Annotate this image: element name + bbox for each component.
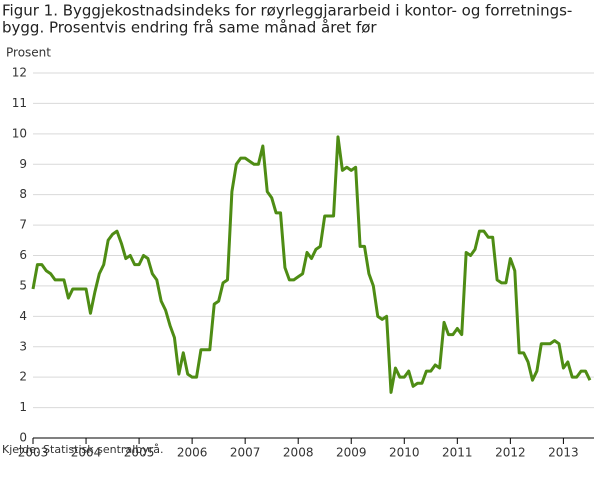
- y-tick-label: 8: [19, 187, 27, 201]
- y-tick-label: 3: [19, 339, 27, 353]
- chart-title: bygg. Prosentvis endring frå same månad …: [2, 19, 377, 37]
- y-tick-label: 9: [19, 157, 27, 171]
- source: Kjelde: Statistisk sentralbyrå.: [2, 443, 164, 456]
- x-tick-label: 2010: [389, 446, 420, 460]
- x-tick-label: 2004: [71, 446, 102, 460]
- y-tick-label: 4: [19, 309, 27, 323]
- y-tick-label: 0: [19, 431, 27, 445]
- x-tick-label: 2011: [442, 446, 473, 460]
- x-tick-label: 2009: [336, 446, 367, 460]
- data-line: [31, 135, 592, 394]
- y-tick-label: 5: [19, 278, 27, 292]
- y-tick-label: 7: [19, 218, 27, 232]
- y-axis-label: Prosent: [6, 46, 51, 60]
- y-tick-label: 2: [19, 370, 27, 384]
- y-tick-label: 1: [19, 400, 27, 414]
- x-tick-label: 2003: [18, 446, 49, 460]
- y-tick-label: 6: [19, 248, 27, 262]
- x-tick-label: 2012: [495, 446, 526, 460]
- x-tick-label: 2006: [177, 446, 208, 460]
- y-tick-label: 12: [12, 66, 27, 80]
- x-tick-label: 2013: [548, 446, 579, 460]
- y-tick-label: 10: [12, 126, 27, 140]
- chart-title: Figur 1. Byggjekostnadsindeks for røyrle…: [2, 2, 572, 20]
- x-tick-label: 2005: [124, 446, 155, 460]
- y-tick-label: 11: [12, 96, 27, 110]
- x-tick-label: 2007: [230, 446, 261, 460]
- x-tick-label: 2008: [283, 446, 314, 460]
